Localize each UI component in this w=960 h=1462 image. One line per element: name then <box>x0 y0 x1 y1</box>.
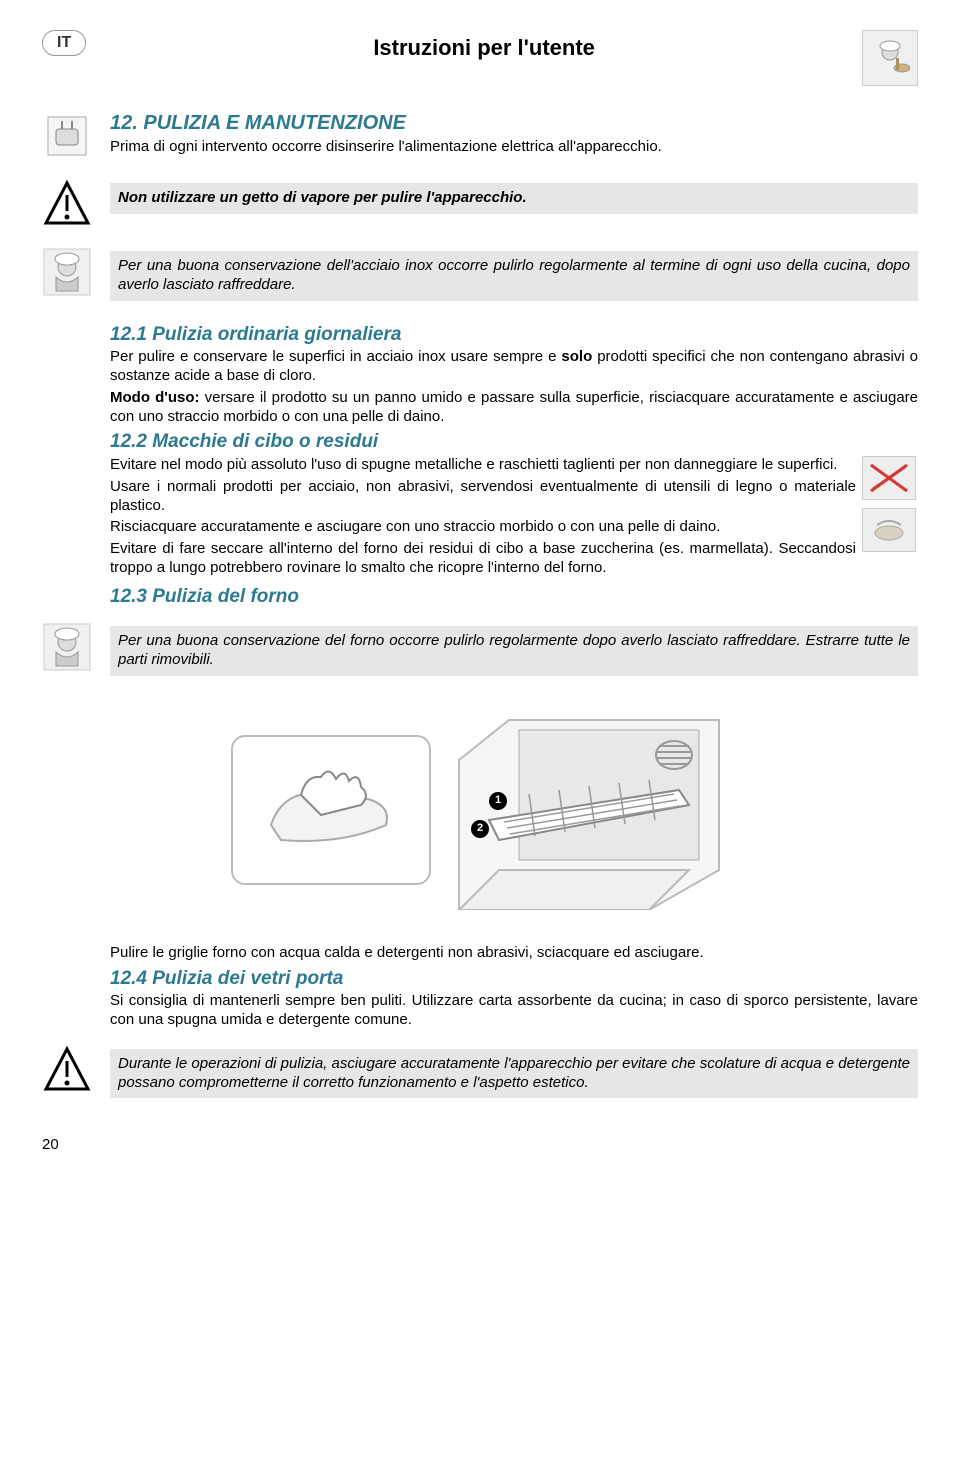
warning-icon <box>42 1045 92 1095</box>
section-body-block: 12.1 Pulizia ordinaria giornaliera Per p… <box>42 319 918 611</box>
s12-1-p2-body: versare il prodotto su un panno umido e … <box>110 389 918 425</box>
chef-icon <box>42 247 92 297</box>
s12-2-p3: Risciacquare accuratamente e asciugare c… <box>110 518 856 537</box>
page-title: Istruzioni per l'utente <box>106 34 862 62</box>
sponge-icon <box>862 508 916 552</box>
chef-icon <box>42 622 92 672</box>
figure-hand-wipe <box>231 735 431 885</box>
s12-2-row: Evitare nel modo più assoluto l'uso di s… <box>110 456 918 581</box>
s12-4-p: Si consiglia di mantenerli sempre ben pu… <box>110 992 918 1030</box>
s12-2-p1: Evitare nel modo più assoluto l'uso di s… <box>110 456 856 475</box>
warning-1-block: Non utilizzare un getto di vapore per pu… <box>42 179 918 235</box>
s12-1-p1: Per pulire e conservare le superfici in … <box>110 348 918 386</box>
warning-1-text: Non utilizzare un getto di vapore per pu… <box>110 183 918 214</box>
section-12-2-title: 12.2 Macchie di cibo o residui <box>110 430 918 454</box>
s12-1-p1-bold: solo <box>561 348 592 365</box>
warning-2-text: Durante le operazioni di pulizia, asciug… <box>110 1049 918 1099</box>
warning-2-block: Durante le operazioni di pulizia, asciug… <box>42 1045 918 1105</box>
manual-page: IT Istruzioni per l'utente 12. PULIZIA E… <box>0 0 960 1166</box>
chef-note-1-block: Per una buona conservazione dell'acciaio… <box>42 247 918 307</box>
chef-note-2-block: Per una buona conservazione del forno oc… <box>42 622 918 682</box>
figure-oven: 1 2 <box>449 710 729 910</box>
s12-1-p2: Modo d'uso: versare il prodotto su un pa… <box>110 389 918 427</box>
section-12-1-title: 12.1 Pulizia ordinaria giornaliera <box>110 323 918 347</box>
s12-2-p4: Evitare di fare seccare all'interno del … <box>110 540 856 578</box>
intro-paragraph: Prima di ogni intervento occorre disinse… <box>110 138 918 157</box>
warning-icon <box>42 179 92 229</box>
chef-header-icon <box>862 30 918 86</box>
after-fig-p: Pulire le griglie forno con acqua calda … <box>110 944 918 963</box>
chef-note-1-text: Per una buona conservazione dell'acciaio… <box>110 251 918 301</box>
page-header: IT Istruzioni per l'utente <box>42 30 918 86</box>
page-number: 20 <box>42 1136 59 1155</box>
language-badge: IT <box>42 30 86 56</box>
s12-2-p2: Usare i normali prodotti per acciaio, no… <box>110 478 856 516</box>
chef-note-2-text: Per una buona conservazione del forno oc… <box>110 626 918 676</box>
s12-1-p2-lead: Modo d'uso: <box>110 389 200 406</box>
section-12-block: 12. PULIZIA E MANUTENZIONE Prima di ogni… <box>42 111 918 167</box>
figure-badge-2: 2 <box>471 820 489 838</box>
s12-1-p1a: Per pulire e conservare le superfici in … <box>110 348 561 365</box>
section-12-title: 12. PULIZIA E MANUTENZIONE <box>110 111 918 136</box>
section-12-3-title: 12.3 Pulizia del forno <box>110 585 918 609</box>
figure-area: 1 2 <box>42 710 918 910</box>
no-scraper-icon <box>862 456 916 500</box>
plug-icon <box>42 111 92 161</box>
figure-badge-1: 1 <box>489 792 507 810</box>
section-12-4-title: 12.4 Pulizia dei vetri porta <box>110 967 918 991</box>
after-figure-block: Pulire le griglie forno con acqua calda … <box>42 944 918 1033</box>
